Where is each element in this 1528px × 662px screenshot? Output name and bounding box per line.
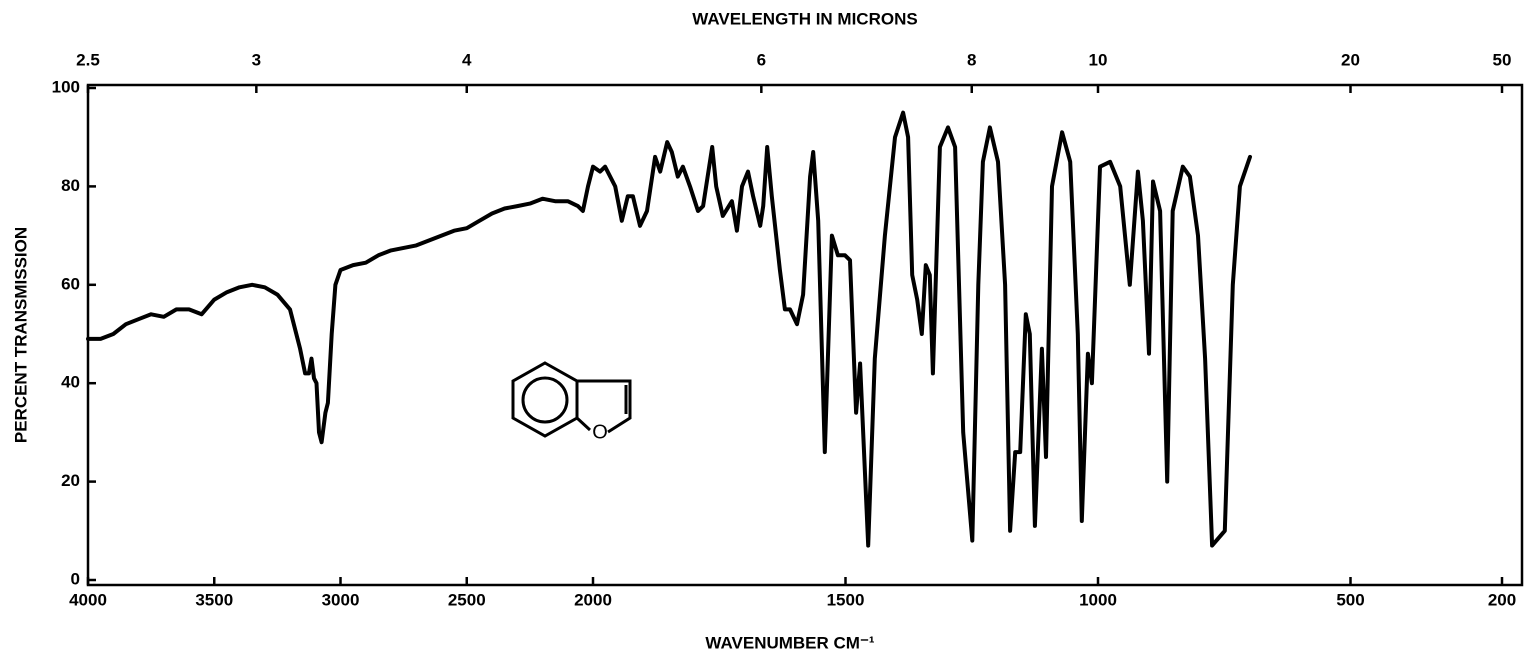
top-axis-title: WAVELENGTH IN MICRONS (692, 9, 917, 28)
x2-tick-label: 6 (757, 50, 766, 69)
x-tick-label: 500 (1336, 590, 1364, 609)
x2-tick-label: 10 (1089, 50, 1108, 69)
x-tick-label: 1500 (827, 590, 865, 609)
x-tick-label: 4000 (69, 590, 107, 609)
y-tick-label: 80 (61, 176, 80, 195)
x2-tick-label: 20 (1341, 50, 1360, 69)
y-tick-label: 40 (61, 373, 80, 392)
plot-frame (86, 83, 1524, 587)
x-tick-label: 200 (1488, 590, 1516, 609)
x2-tick-label: 4 (462, 50, 472, 69)
x-tick-label: 3000 (322, 590, 360, 609)
y-axis-title: PERCENT TRANSMISSION (11, 227, 30, 443)
x2-tick-label: 3 (252, 50, 261, 69)
x2-tick-label: 2.5 (76, 50, 100, 69)
y-tick-label: 100 (52, 77, 80, 96)
structure-atom: O (592, 421, 608, 443)
x2-tick-label: 50 (1493, 50, 1512, 69)
x-tick-label: 2500 (448, 590, 486, 609)
spectrum-line (86, 110, 1252, 548)
x-tick-label: 1000 (1079, 590, 1117, 609)
x-tick-label: 3500 (195, 590, 233, 609)
structure (511, 361, 632, 438)
x-tick-label: 2000 (574, 590, 612, 609)
y-tick-label: 0 (71, 569, 80, 588)
y-tick-label: 60 (61, 274, 80, 293)
x-axis-title: WAVENUMBER CM⁻¹ (705, 633, 875, 652)
y-tick-label: 20 (61, 471, 80, 490)
x2-tick-label: 8 (967, 50, 976, 69)
